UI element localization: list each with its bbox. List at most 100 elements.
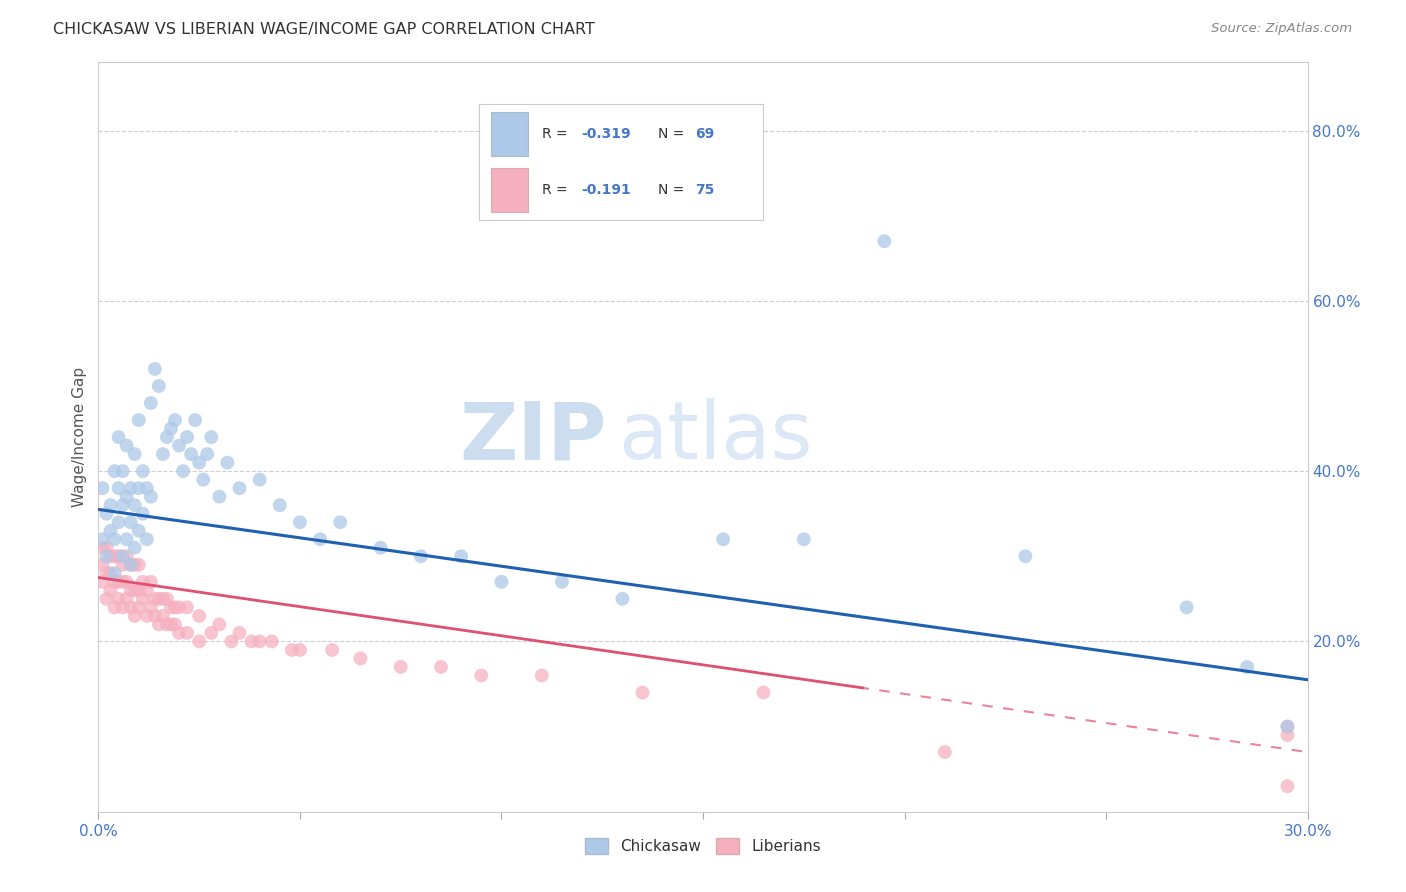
Point [91,574,114,589]
Point [120,600,142,615]
Point [309,533,332,547]
Point [143,608,166,623]
Point [180,447,202,461]
Point [1277,779,1299,793]
Point [135,533,157,547]
Point [188,608,211,623]
Point [631,685,654,699]
Point [195,447,218,461]
Point [409,549,432,564]
Point [115,533,138,547]
Point [124,447,146,461]
Point [329,515,352,529]
Point [288,643,311,657]
Point [111,574,134,589]
Point [281,643,304,657]
Point [135,481,157,495]
Point [176,626,198,640]
Point [120,515,142,529]
Point [208,490,231,504]
Point [91,533,114,547]
Point [873,234,896,248]
Point [793,533,815,547]
Point [249,634,271,648]
Point [139,490,162,504]
Point [228,481,250,495]
Point [107,430,129,444]
Point [530,668,553,682]
Point [1277,720,1299,734]
Point [100,549,122,564]
Point [120,583,142,598]
Text: CHICKASAW VS LIBERIAN WAGE/INCOME GAP CORRELATION CHART: CHICKASAW VS LIBERIAN WAGE/INCOME GAP CO… [53,22,595,37]
Point [152,608,174,623]
Point [107,591,129,606]
Point [288,515,311,529]
Point [103,549,125,564]
Point [200,430,222,444]
Point [124,583,146,598]
Point [612,591,634,606]
Point [103,464,125,478]
Point [163,617,186,632]
Point [91,541,114,555]
Point [176,600,198,615]
Point [96,566,118,581]
Point [124,558,146,572]
Point [934,745,956,759]
Point [1175,600,1198,615]
Point [132,574,155,589]
Point [132,507,155,521]
Point [120,558,142,572]
Point [152,591,174,606]
Point [139,396,162,410]
Point [176,430,198,444]
Point [103,574,125,589]
Point [139,574,162,589]
Point [156,591,179,606]
Point [269,498,291,512]
Point [135,608,157,623]
Point [115,574,138,589]
Point [111,600,134,615]
Point [163,600,186,615]
Point [148,617,170,632]
Point [249,473,271,487]
Point [96,541,118,555]
Point [188,456,211,470]
Point [107,574,129,589]
Point [91,558,114,572]
Point [111,558,134,572]
Point [163,413,186,427]
Point [752,685,775,699]
Point [124,608,146,623]
Point [711,533,734,547]
Point [120,481,142,495]
Point [143,591,166,606]
Point [430,660,453,674]
Point [96,591,118,606]
Point [96,549,118,564]
Point [139,600,162,615]
Point [148,379,170,393]
Point [107,515,129,529]
Point [184,413,207,427]
Point [100,566,122,581]
Point [349,651,371,665]
Point [135,583,157,598]
Point [107,481,129,495]
Point [111,498,134,512]
Point [167,626,190,640]
Point [321,643,343,657]
Point [111,549,134,564]
Point [551,574,574,589]
Point [128,413,150,427]
Point [120,558,142,572]
Point [107,549,129,564]
Point [156,430,179,444]
Point [160,600,183,615]
Point [156,617,179,632]
Point [132,591,155,606]
Point [240,634,263,648]
Point [100,524,122,538]
